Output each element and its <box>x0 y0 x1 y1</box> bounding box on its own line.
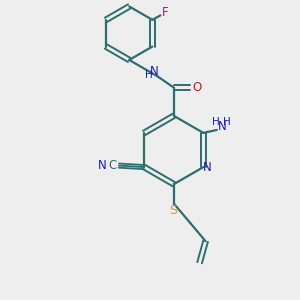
Text: N: N <box>98 158 107 172</box>
Text: N: N <box>203 161 212 174</box>
Text: H: H <box>223 117 231 127</box>
Text: H: H <box>145 70 153 80</box>
Text: N: N <box>218 120 226 133</box>
Text: C: C <box>108 158 116 172</box>
Text: N: N <box>150 65 159 78</box>
Text: S: S <box>169 203 177 217</box>
Text: H: H <box>212 117 220 127</box>
Text: O: O <box>192 81 201 94</box>
Text: F: F <box>161 6 168 19</box>
